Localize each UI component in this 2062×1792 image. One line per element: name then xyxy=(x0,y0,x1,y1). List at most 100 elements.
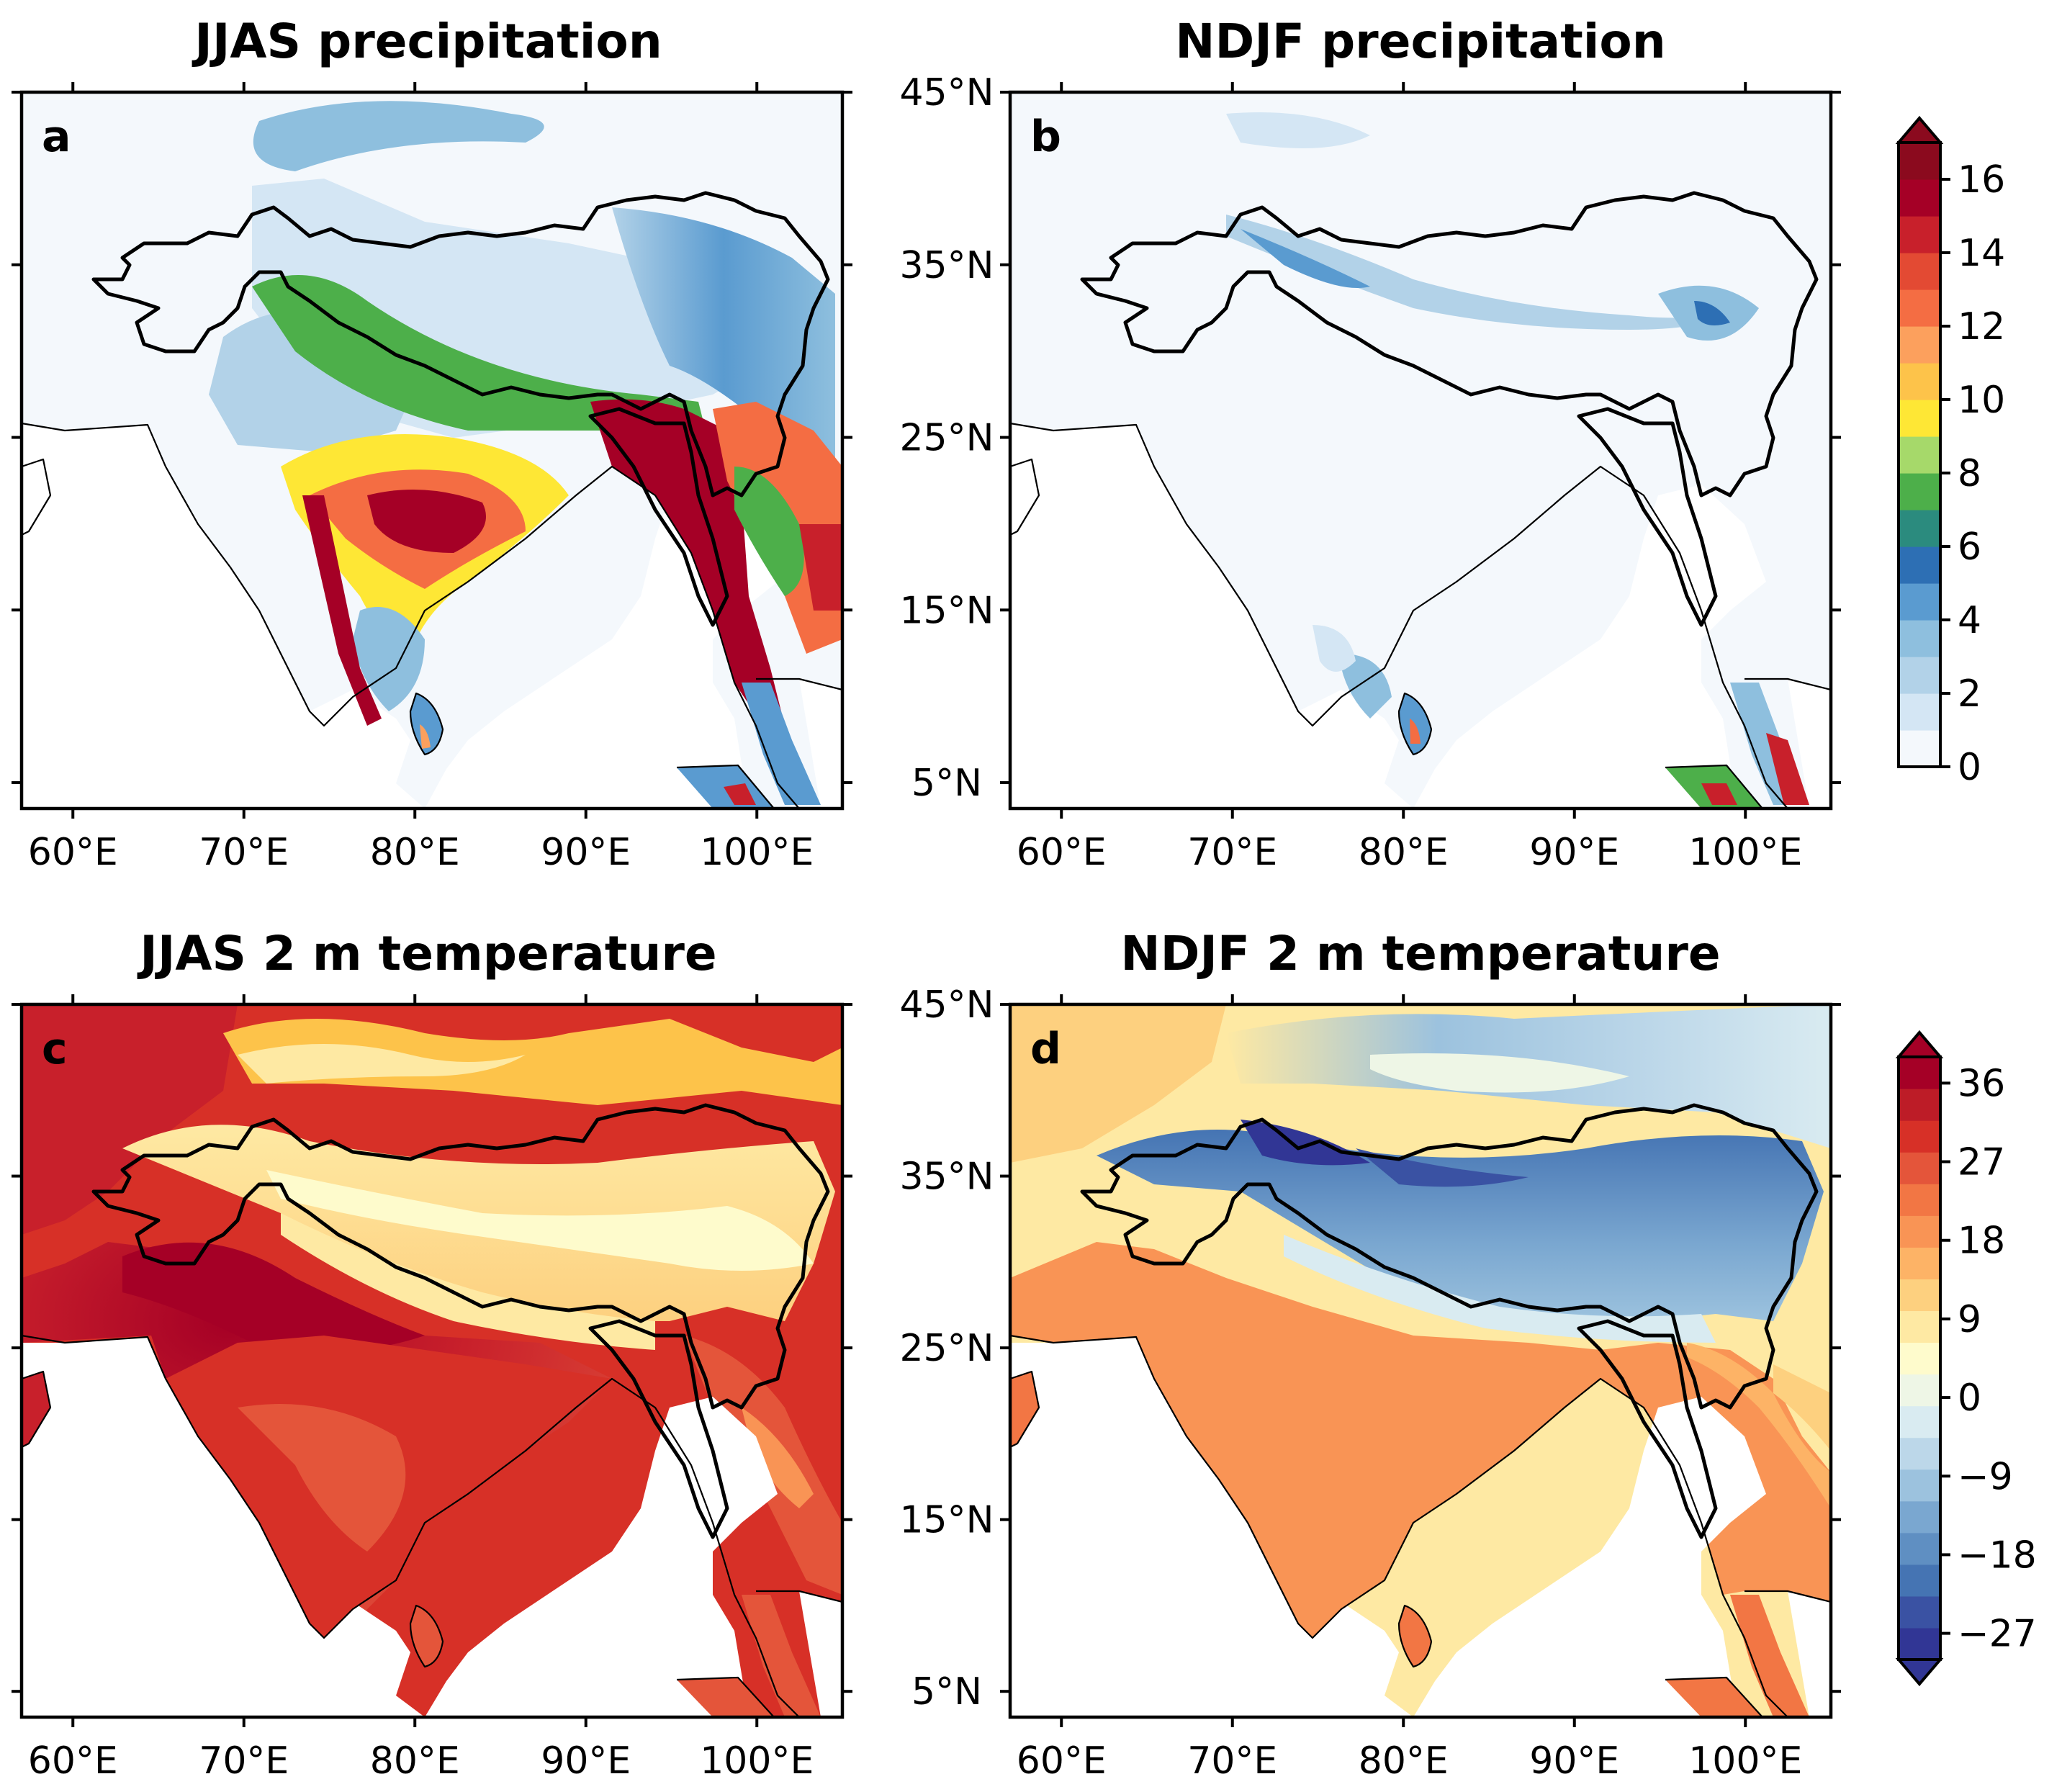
panel-title-b: NDJF precipitation xyxy=(1175,14,1665,69)
colorbar-segment xyxy=(1899,583,1940,621)
colorbar-segment xyxy=(1899,400,1940,437)
colorbar-segment xyxy=(1899,693,1940,731)
coastline xyxy=(1009,422,1832,809)
lon-tick-label: 70°E xyxy=(199,831,289,874)
colorbar-segment xyxy=(1899,1215,1940,1248)
tibetan-plateau-boundary xyxy=(1080,191,1819,627)
colorbar-temperature: −27 −18 −9 0 9 18 27 36 xyxy=(1895,1030,2037,1687)
colorbar-segment xyxy=(1899,1310,1940,1343)
lat-tick-label: 25°N xyxy=(899,1327,994,1370)
colorbar-tick-label: 2 xyxy=(1958,672,1981,716)
colorbar-segment xyxy=(1899,179,1940,217)
colorbar-segment xyxy=(1899,546,1940,584)
panel-title-c: JJAS 2 m temperature xyxy=(137,926,716,981)
colorbar-precipitation: 0 2 4 6 8 10 12 14 16 xyxy=(1895,115,2005,789)
colorbar-segment xyxy=(1899,1595,1940,1629)
panel-letter-d: d xyxy=(1030,1024,1061,1074)
lon-tick-label: 100°E xyxy=(1688,1739,1802,1783)
lon-tick-label: 70°E xyxy=(199,1739,289,1783)
tibetan-plateau-boundary xyxy=(1080,1103,1819,1539)
lon-tick-label: 90°E xyxy=(1529,831,1619,874)
lon-tick-label: 80°E xyxy=(1359,1739,1449,1783)
panel-ndjf-precipitation xyxy=(1008,90,1833,811)
colorbar-extend-max xyxy=(1895,1030,1944,1058)
annotations-layer: JJAS precipitation a 60°E 70°E 80°E 90°E 100°E… xyxy=(12,14,2037,1783)
lon-tick-label: 100°E xyxy=(700,1739,814,1783)
lat-tick-label: 15°N xyxy=(899,589,994,632)
colorbar-tick-label: −18 xyxy=(1958,1534,2037,1577)
lon-tick-label: 70°E xyxy=(1187,1739,1277,1783)
colorbar-segment xyxy=(1899,1184,1940,1216)
colorbar-segment xyxy=(1899,1405,1940,1438)
lon-tick-label: 90°E xyxy=(1529,1739,1619,1783)
colorbar-segment xyxy=(1899,1374,1940,1407)
lon-tick-label: 90°E xyxy=(541,831,631,874)
colorbar-segment xyxy=(1899,1152,1940,1184)
colorbar-segment xyxy=(1899,326,1940,364)
colorbar-segment xyxy=(1899,1279,1940,1312)
colorbar-segment xyxy=(1899,730,1940,767)
colorbar-tick-label: 6 xyxy=(1958,526,1981,569)
colorbar-segment xyxy=(1899,143,1940,180)
colorbar-segment xyxy=(1899,1120,1940,1153)
colorbar-segment xyxy=(1899,1627,1940,1660)
panel-letter-a: a xyxy=(42,112,71,162)
panel-title-a: JJAS precipitation xyxy=(192,14,662,69)
coastline xyxy=(1009,1334,1832,1718)
panel-jjas-precipitation xyxy=(19,90,845,811)
coastline xyxy=(21,422,843,809)
colorbar-tick-label: 0 xyxy=(1958,1377,1981,1420)
lon-tick-label: 60°E xyxy=(1017,1739,1107,1783)
lat-tick-label: 35°N xyxy=(899,244,994,287)
colorbar-tick-label: 9 xyxy=(1958,1298,1981,1341)
colorbar-frame xyxy=(1897,141,1942,768)
colorbar-segment xyxy=(1899,1469,1940,1502)
colorbar-segment xyxy=(1899,436,1940,474)
colorbar-extend-max xyxy=(1895,115,1944,144)
lon-tick-label: 100°E xyxy=(1688,831,1802,874)
colorbar-tick-label: 27 xyxy=(1958,1141,2005,1184)
colorbar-extend-min xyxy=(1895,1658,1944,1687)
lat-tick-label: 5°N xyxy=(911,1670,982,1714)
colorbar-segment xyxy=(1899,620,1940,657)
tibetan-plateau-boundary xyxy=(91,191,830,627)
colorbar-segment xyxy=(1899,253,1940,290)
lat-tick-label: 25°N xyxy=(899,417,994,460)
colorbar-segment xyxy=(1899,1532,1940,1565)
colorbar-segment xyxy=(1899,1342,1940,1375)
lon-tick-label: 90°E xyxy=(541,1739,631,1783)
colorbar-tick-label: 36 xyxy=(1958,1062,2005,1105)
lat-tick-label: 35°N xyxy=(899,1156,994,1199)
panel-letter-c: c xyxy=(42,1024,68,1074)
colorbar-tick-label: 16 xyxy=(1958,158,2005,202)
lon-tick-label: 80°E xyxy=(370,1739,460,1783)
colorbar-segment xyxy=(1899,1500,1940,1534)
colorbar-tick-label: −27 xyxy=(1958,1613,2037,1656)
lon-tick-label: 100°E xyxy=(700,831,814,874)
panel-letter-b: b xyxy=(1030,112,1061,162)
colorbar-segment xyxy=(1899,1247,1940,1279)
panel-ndjf-temperature xyxy=(1008,1002,1833,1719)
colorbar-tick-label: 0 xyxy=(1958,746,1981,789)
lon-tick-label: 60°E xyxy=(1017,831,1107,874)
lon-tick-label: 60°E xyxy=(28,831,118,874)
colorbar-segment xyxy=(1899,363,1940,400)
colorbar-segment xyxy=(1899,1564,1940,1597)
colorbar-segment xyxy=(1899,510,1940,547)
lat-tick-label: 5°N xyxy=(911,762,982,805)
map-fill xyxy=(1010,92,1831,809)
map-fill xyxy=(22,1004,842,1717)
colorbar-tick-label: −9 xyxy=(1958,1455,2013,1498)
lon-tick-label: 80°E xyxy=(1359,831,1449,874)
colorbar-segment xyxy=(1899,289,1940,327)
colorbar-frame xyxy=(1897,1055,1942,1661)
colorbar-segment xyxy=(1899,1057,1940,1089)
colorbar-segment xyxy=(1899,657,1940,694)
lat-tick-label: 45°N xyxy=(899,983,994,1027)
lon-tick-label: 70°E xyxy=(1187,831,1277,874)
panel-title-d: NDJF 2 m temperature xyxy=(1120,926,1720,981)
colorbar-tick-label: 4 xyxy=(1958,599,1981,642)
tibetan-plateau-boundary xyxy=(91,1103,830,1539)
coastline xyxy=(21,1334,843,1718)
